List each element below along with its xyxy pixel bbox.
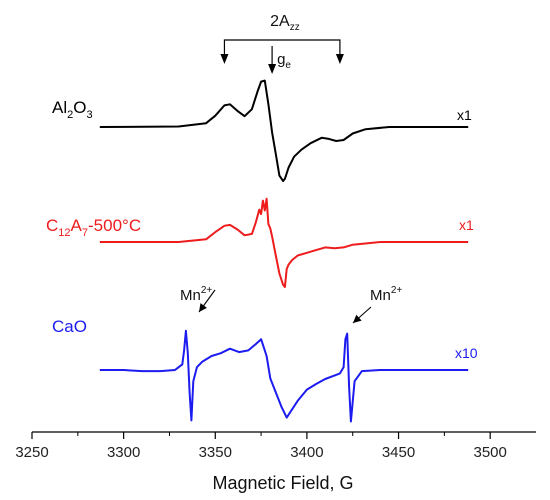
annotation-layer: 2Azz ge Mn2+ Mn2+	[180, 13, 402, 324]
hyperfine-label: 2Azz	[270, 13, 300, 33]
scale-label: x1	[459, 217, 474, 233]
x-tick-label: 3450	[382, 444, 415, 461]
x-tick-label: 3500	[473, 444, 506, 461]
x-tick-label: 3300	[107, 444, 140, 461]
arrow-head-icon	[268, 64, 277, 74]
series-label: Al2O3	[52, 98, 93, 121]
x-axis-title: Magnetic Field, G	[212, 473, 353, 493]
scale-label: x1	[457, 107, 472, 123]
mn-label: Mn2+	[180, 285, 212, 304]
arrow-head-icon	[199, 303, 207, 312]
arrow-head-icon	[353, 314, 362, 323]
arrow-head-icon	[335, 54, 344, 64]
hyperfine-bracket	[223, 39, 341, 60]
series-line	[99, 329, 469, 423]
series-line	[99, 197, 469, 288]
x-tick-label: 3400	[290, 444, 323, 461]
series-label: CaO	[52, 317, 87, 336]
x-tick-label: 3350	[199, 444, 232, 461]
x-axis-ticks: 3250 3300 3350 3400 3450 3500	[15, 432, 507, 461]
mn-label: Mn2+	[370, 285, 402, 304]
scale-label: x10	[455, 345, 478, 361]
x-tick-label: 3250	[15, 444, 48, 461]
ge-label: ge	[277, 51, 291, 71]
arrow-head-icon	[220, 54, 229, 64]
series-layer: Al2O3 x1 C12A7-500°C x1 CaO x10	[46, 79, 478, 423]
series-line	[99, 79, 469, 182]
series-label: C12A7-500°C	[46, 216, 141, 239]
